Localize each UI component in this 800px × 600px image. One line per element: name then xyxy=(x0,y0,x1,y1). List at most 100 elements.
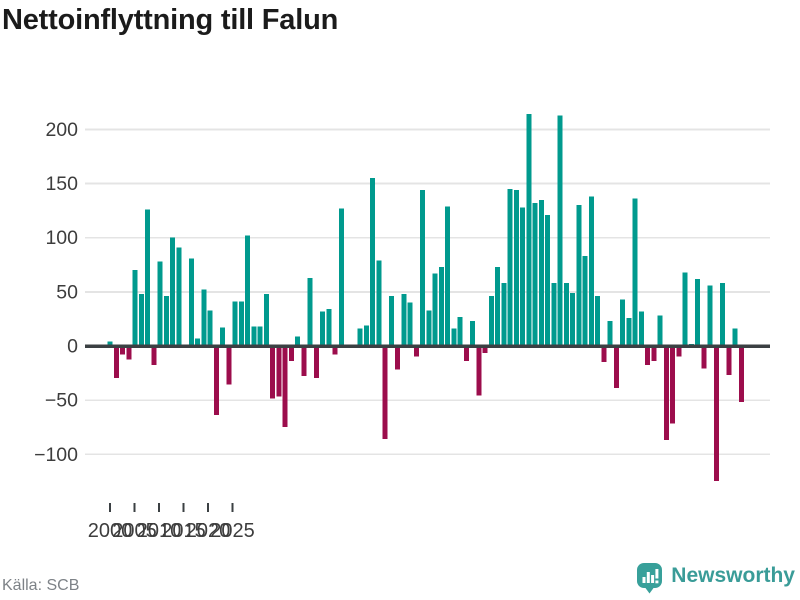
bar-2005-Q4 xyxy=(251,326,257,346)
bar-2013-Q1 xyxy=(432,273,438,346)
bar-2025-Q1 xyxy=(732,328,738,346)
bar-2006-Q4 xyxy=(276,347,282,397)
bar-2021-Q2 xyxy=(638,311,644,346)
x-tick-mark xyxy=(231,503,234,512)
bar-2020-Q3 xyxy=(620,299,625,346)
y-tick-label: −100 xyxy=(34,444,78,466)
bar-2003-Q3 xyxy=(195,338,200,346)
zero-axis-line xyxy=(85,344,770,348)
bar-2016-Q1 xyxy=(507,188,513,346)
bar-2022-Q2 xyxy=(663,347,669,440)
newsworthy-brand: Newsworthy xyxy=(636,557,795,594)
y-tick-label: 50 xyxy=(56,281,78,303)
bar-2022-Q4 xyxy=(676,347,682,357)
bar-2007-Q2 xyxy=(288,347,294,361)
bar-2020-Q1 xyxy=(607,321,613,346)
bar-2013-Q2 xyxy=(438,266,444,346)
bar-2004-Q4 xyxy=(226,347,232,385)
bar-2011-Q4 xyxy=(401,294,407,346)
bar-2001-Q3 xyxy=(145,209,150,346)
bar-2009-Q2 xyxy=(338,208,344,346)
x-tick-mark xyxy=(182,503,185,512)
bar-2014-Q3 xyxy=(470,321,475,346)
bar-2011-Q2 xyxy=(388,296,394,346)
x-tick-label: 2010 xyxy=(137,520,182,542)
x-tick-label: 2015 xyxy=(161,520,206,542)
bar-2015-Q4 xyxy=(501,283,507,346)
y-tick-label: −50 xyxy=(45,390,78,412)
page-title: Nettoinflyttning till Falun xyxy=(2,4,339,36)
bar-2018-Q2 xyxy=(563,283,569,346)
bar-2000-Q1 xyxy=(107,341,113,346)
bar-2003-Q4 xyxy=(201,289,207,346)
bar-2002-Q1 xyxy=(157,261,163,346)
bar-2006-Q3 xyxy=(270,347,275,399)
x-tick-label: 2000 xyxy=(88,520,133,542)
bar-chart-canvas: 200150100500−50−100200020052010201520202… xyxy=(34,114,770,542)
bar-2025-Q2 xyxy=(738,347,744,402)
bar-2005-Q3 xyxy=(245,235,250,346)
bar-2010-Q4 xyxy=(376,260,382,346)
bar-2018-Q1 xyxy=(557,115,563,346)
bar-2015-Q3 xyxy=(495,266,500,346)
gridlines xyxy=(85,128,770,456)
bar-2012-Q4 xyxy=(426,310,432,346)
bar-2006-Q1 xyxy=(257,326,263,346)
bar-2018-Q4 xyxy=(576,205,582,346)
bar-2016-Q4 xyxy=(526,114,532,347)
bar-2018-Q3 xyxy=(570,292,575,346)
bar-2020-Q2 xyxy=(613,347,619,388)
bar-2004-Q2 xyxy=(213,347,219,415)
bar-2021-Q1 xyxy=(632,198,638,346)
bar-2000-Q2 xyxy=(113,347,119,379)
bar-2005-Q2 xyxy=(238,301,244,346)
bar-2023-Q4 xyxy=(701,347,707,369)
bar-2012-Q1 xyxy=(407,302,413,346)
bar-2011-Q1 xyxy=(382,347,388,439)
bar-2019-Q1 xyxy=(582,256,588,346)
bar-2021-Q3 xyxy=(645,347,650,366)
x-tick-mark xyxy=(157,503,161,512)
bar-2012-Q3 xyxy=(420,190,425,346)
bar-2007-Q3 xyxy=(295,336,300,346)
y-tick-label: 100 xyxy=(45,227,78,249)
bar-2001-Q4 xyxy=(151,347,157,366)
bar-2023-Q1 xyxy=(682,272,688,346)
bar-2008-Q1 xyxy=(307,277,313,346)
bar-2017-Q3 xyxy=(545,214,550,346)
bar-2014-Q2 xyxy=(463,347,469,361)
bar-2017-Q4 xyxy=(551,283,557,346)
x-tick-mark xyxy=(206,503,210,512)
bar-2022-Q3 xyxy=(670,347,675,424)
net-migration-bar-chart: 200 150 100 50 0 −50 −100 2000 2005 2010 2015 2020 2… xyxy=(34,114,770,542)
y-tick-label: 150 xyxy=(45,173,78,195)
bar-2006-Q2 xyxy=(263,294,269,346)
bar-2019-Q2 xyxy=(588,196,594,346)
bar-2024-Q4 xyxy=(726,347,732,375)
bar-2005-Q1 xyxy=(232,301,238,346)
bar-2007-Q1 xyxy=(282,347,288,427)
bar-2003-Q2 xyxy=(188,258,194,346)
bar-2015-Q1 xyxy=(482,347,488,354)
bar-2008-Q3 xyxy=(320,311,325,346)
bar-2015-Q2 xyxy=(488,296,494,346)
bar-2002-Q4 xyxy=(176,247,182,346)
bar-2011-Q3 xyxy=(395,347,400,370)
bar-2012-Q2 xyxy=(413,347,419,357)
bar-2009-Q1 xyxy=(332,347,338,355)
bar-2017-Q1 xyxy=(532,203,538,346)
bar-2024-Q1 xyxy=(707,285,713,346)
bar-2004-Q3 xyxy=(220,327,225,346)
bar-2020-Q4 xyxy=(626,317,632,346)
x-tick-mark xyxy=(108,503,112,512)
bar-2010-Q1 xyxy=(357,328,363,346)
bar-2023-Q3 xyxy=(695,278,700,346)
x-tick-label: 2025 xyxy=(210,520,255,542)
bar-2016-Q3 xyxy=(520,207,525,346)
bars xyxy=(107,114,744,482)
bar-2014-Q1 xyxy=(457,316,463,346)
bar-2013-Q3 xyxy=(445,206,450,346)
x-tick-label: 2005 xyxy=(112,520,157,542)
source-note: Källa: SCB xyxy=(2,577,80,594)
